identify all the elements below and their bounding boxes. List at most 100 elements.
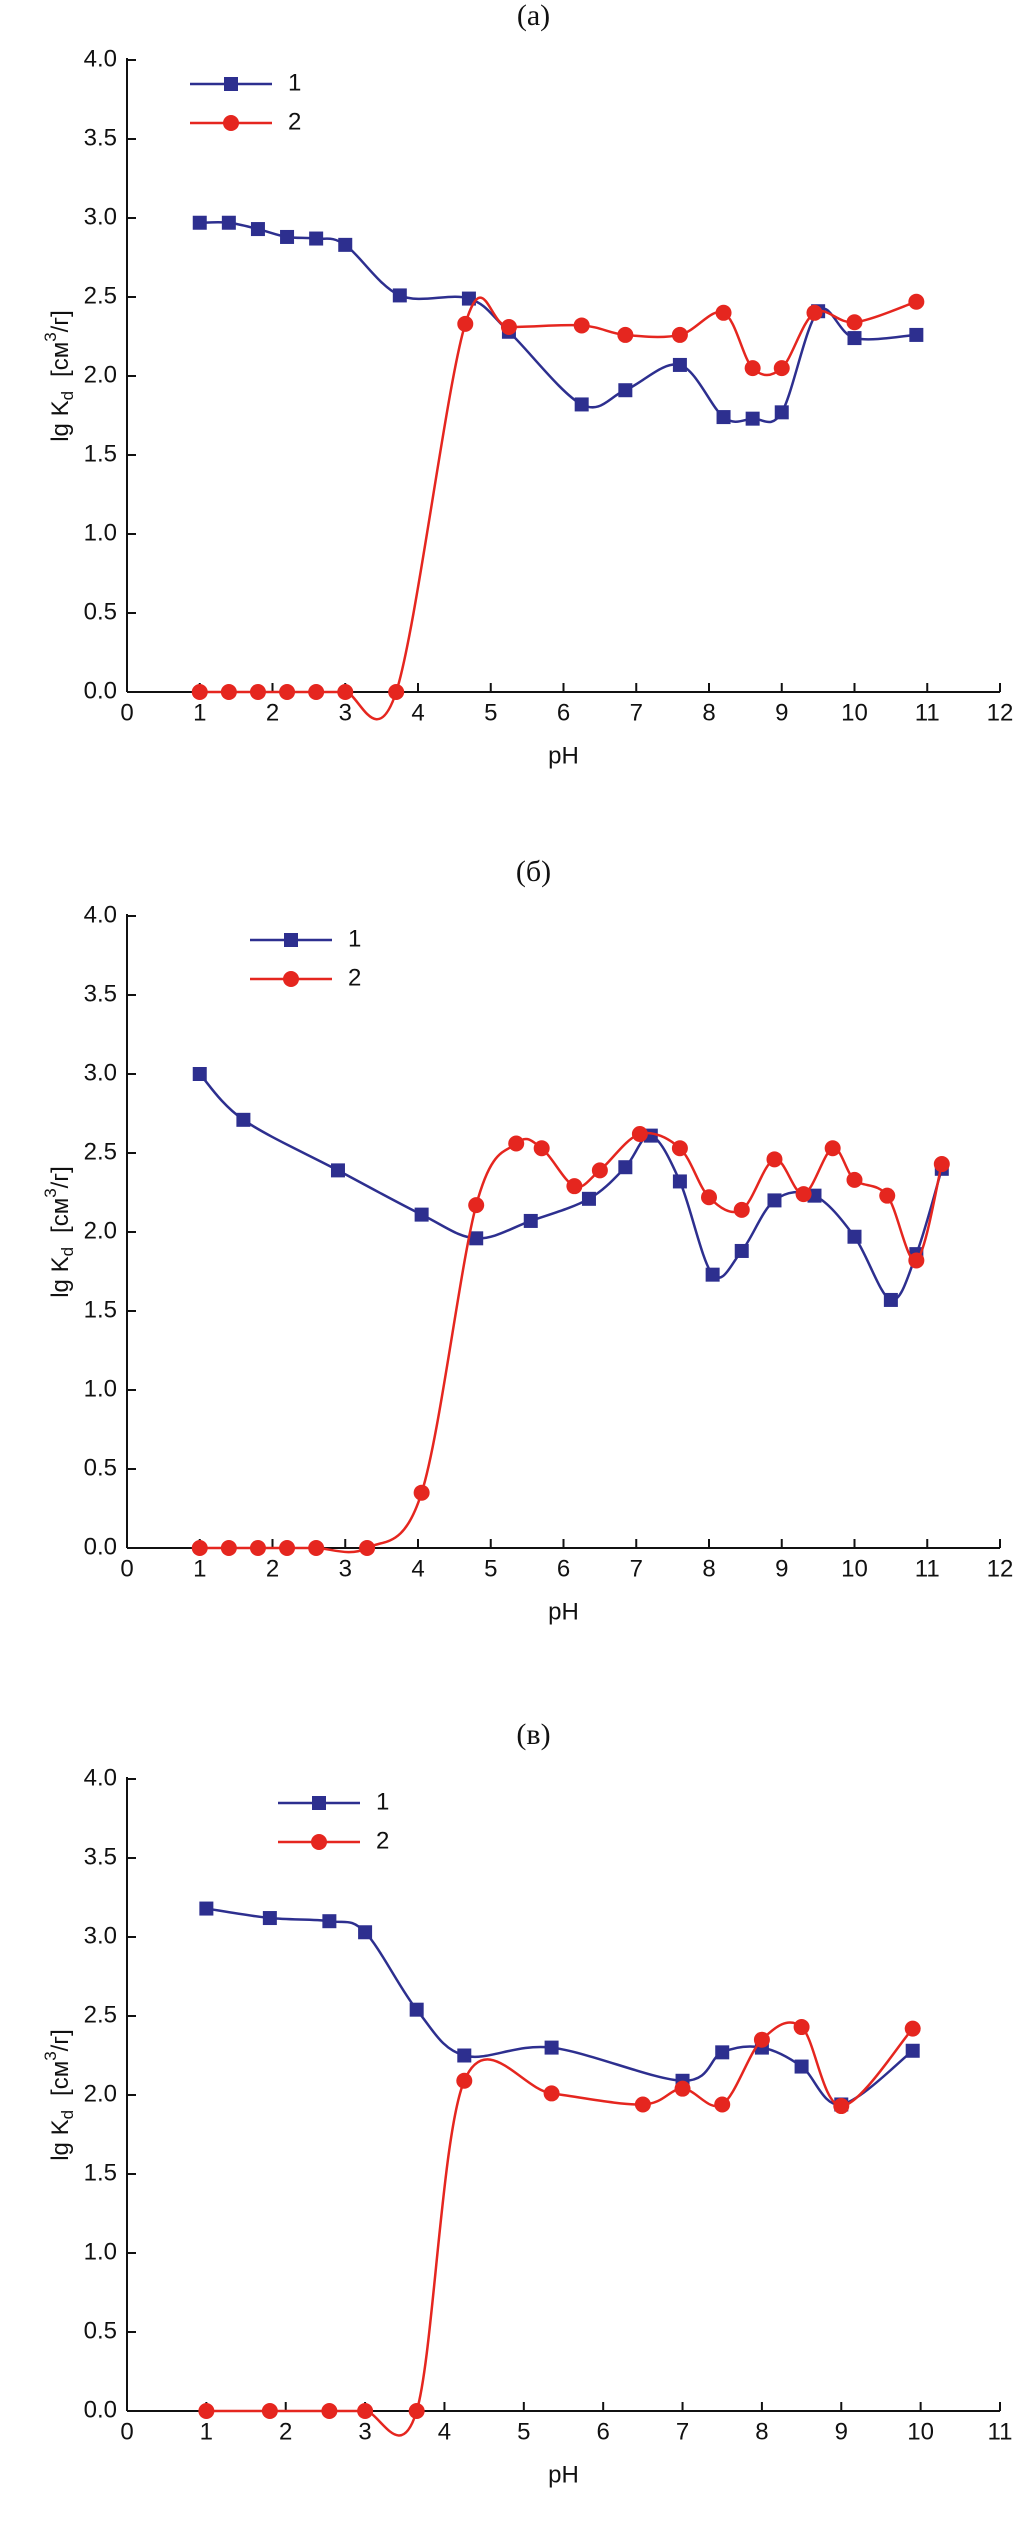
x-tick-label: 10: [841, 699, 868, 726]
data-point: [846, 314, 863, 331]
data-point: [533, 1140, 550, 1157]
y-axis-label: lg Kd [см3/г]: [41, 1166, 77, 1298]
data-point: [806, 304, 823, 321]
x-tick-label: 8: [702, 699, 715, 726]
data-point: [671, 326, 688, 343]
x-tick-label: 10: [907, 2418, 934, 2445]
chart-title: (в): [516, 1718, 550, 1751]
x-tick-label: 4: [438, 2418, 451, 2445]
data-point: [249, 1540, 266, 1556]
chart-title: (б): [516, 855, 551, 888]
x-tick-label: 1: [200, 2418, 213, 2445]
data-point: [618, 383, 633, 398]
series-line: [199, 296, 917, 721]
data-point: [672, 1174, 687, 1189]
data-point: [631, 1126, 648, 1143]
data-point: [198, 2403, 215, 2419]
x-tick-label: 11: [988, 2418, 1013, 2445]
data-point: [701, 1189, 717, 1206]
x-tick-label: 0: [120, 699, 133, 726]
y-axis-label-part: lg K: [47, 400, 74, 441]
data-point: [457, 315, 474, 332]
x-tick-label: 11: [915, 1555, 940, 1582]
data-point: [904, 2020, 921, 2037]
data-point: [392, 288, 407, 303]
legend-label: 1: [348, 925, 361, 952]
series-line: [206, 2021, 914, 2437]
chart-panel: (в) 0.0 0.5 1.0 1.5 2.0 2.5 3.0 3.5 4.0 0 1 2 3 4 5 6 7 8 9…: [41, 1718, 1012, 2488]
data-point: [191, 684, 208, 700]
data-point: [308, 684, 325, 700]
legend-label: 2: [288, 108, 301, 135]
y-tick-label: 2.5: [84, 1138, 117, 1165]
y-tick-label: 0.0: [84, 1533, 117, 1560]
y-axis-label-part: 3: [41, 1188, 60, 1197]
data-point: [220, 684, 237, 700]
y-tick-label: 4.0: [84, 1764, 117, 1791]
y-tick-label: 2.5: [84, 282, 117, 309]
x-tick-label: 2: [266, 1555, 279, 1582]
data-point: [908, 293, 925, 310]
data-point: [408, 2403, 425, 2419]
legend-marker: [312, 1796, 326, 1810]
legend-marker: [283, 971, 299, 987]
y-axis-label-part: [см: [47, 1198, 74, 1233]
y-tick-label: 3.5: [84, 124, 117, 151]
y-axis-label-part: [см: [47, 2061, 74, 2096]
series-line: [199, 221, 917, 424]
y-tick-label: 3.0: [84, 1059, 117, 1086]
data-point: [879, 1187, 896, 1204]
data-point: [617, 326, 634, 343]
data-point: [574, 397, 589, 412]
data-point: [279, 684, 296, 700]
data-point: [249, 684, 266, 700]
y-tick-label: 2.5: [84, 2001, 117, 2028]
x-tick-label: 1: [193, 1555, 206, 1582]
x-tick-label: 3: [339, 699, 352, 726]
y-tick-label: 0.5: [84, 2317, 117, 2344]
x-tick-label: 7: [630, 699, 643, 726]
x-tick-label: 9: [775, 699, 788, 726]
data-point: [847, 1229, 862, 1244]
y-axis-label-part: d: [58, 1247, 77, 1256]
data-point: [766, 1151, 783, 1168]
data-point: [591, 1162, 608, 1179]
x-tick-label: 12: [987, 699, 1014, 726]
y-axis-label-part: lg K: [47, 2119, 74, 2160]
x-tick-label: 5: [484, 699, 497, 726]
y-tick-label: 0.5: [84, 598, 117, 625]
legend-label: 1: [376, 1788, 389, 1815]
data-point: [414, 1207, 429, 1222]
x-tick-label: 0: [120, 2418, 133, 2445]
x-axis-label: pH: [548, 1598, 579, 1625]
data-point: [469, 1231, 484, 1246]
data-point: [409, 2002, 424, 2017]
x-tick-label: 3: [358, 2418, 371, 2445]
data-point: [457, 2048, 472, 2063]
data-point: [833, 2098, 850, 2115]
data-point: [220, 1540, 237, 1556]
data-point: [715, 2045, 730, 2060]
data-point: [908, 1252, 925, 1269]
data-point: [774, 405, 789, 420]
y-tick-label: 3.0: [84, 1922, 117, 1949]
data-point: [909, 327, 924, 342]
data-point: [734, 1243, 749, 1258]
data-point: [192, 215, 207, 230]
legend-label: 1: [288, 69, 301, 96]
y-axis-label-part: 3: [41, 2051, 60, 2060]
data-point: [933, 1156, 950, 1173]
data-point: [714, 2096, 731, 2113]
data-point: [618, 1160, 633, 1175]
y-axis-label-part: 3: [41, 332, 60, 341]
y-axis-label-part: d: [58, 391, 77, 400]
data-point: [508, 1135, 525, 1152]
x-tick-label: 1: [193, 699, 206, 726]
data-point: [279, 1540, 296, 1556]
legend-marker: [223, 115, 239, 131]
legend-marker: [224, 77, 238, 91]
data-point: [330, 1163, 345, 1178]
y-tick-label: 0.5: [84, 1454, 117, 1481]
data-point: [573, 317, 590, 334]
data-point: [543, 2085, 560, 2102]
